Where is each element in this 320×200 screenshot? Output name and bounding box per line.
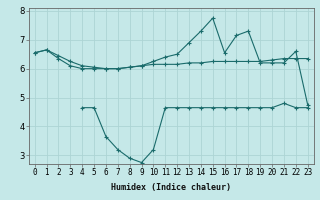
X-axis label: Humidex (Indice chaleur): Humidex (Indice chaleur) <box>111 183 231 192</box>
